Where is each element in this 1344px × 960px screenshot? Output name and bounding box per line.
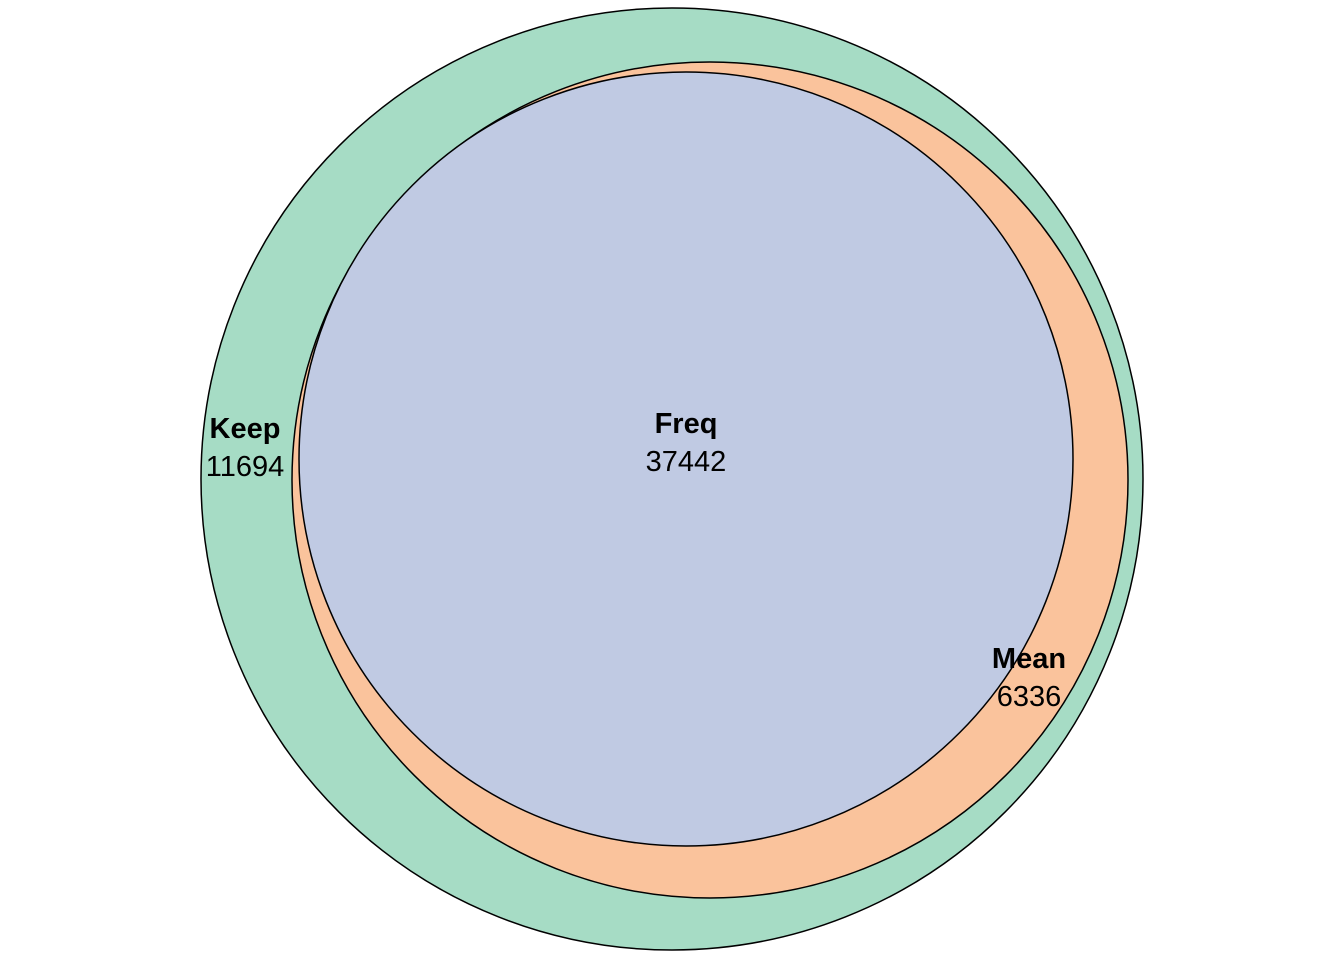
keep-count: 11694	[206, 451, 285, 483]
mean-label: Mean	[992, 643, 1066, 675]
keep-label: Keep	[210, 413, 281, 445]
freq-count: 37442	[646, 446, 727, 478]
freq-circle	[298, 71, 1074, 847]
mean-count: 6336	[997, 681, 1062, 713]
freq-label: Freq	[655, 408, 718, 440]
